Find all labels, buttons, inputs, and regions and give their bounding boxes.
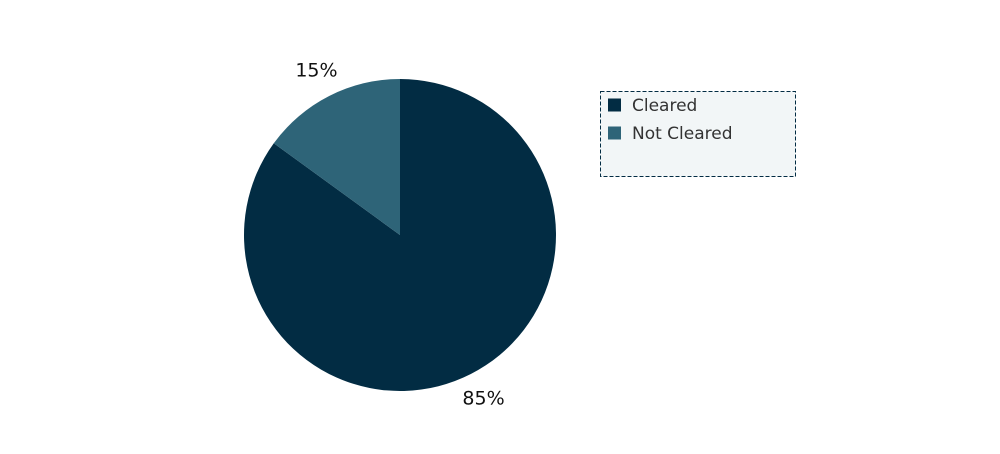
legend-box (600, 91, 796, 177)
data-label: 85% (462, 387, 504, 409)
legend-swatch (608, 126, 621, 140)
pie-slice (273, 79, 400, 235)
data-label: 15% (295, 60, 337, 82)
legend-swatch (608, 98, 621, 112)
legend: Cleared Not Cleared (608, 96, 733, 144)
legend-label: Cleared (632, 96, 697, 116)
pie (243, 79, 556, 391)
legend-label: Not Cleared (632, 124, 733, 144)
